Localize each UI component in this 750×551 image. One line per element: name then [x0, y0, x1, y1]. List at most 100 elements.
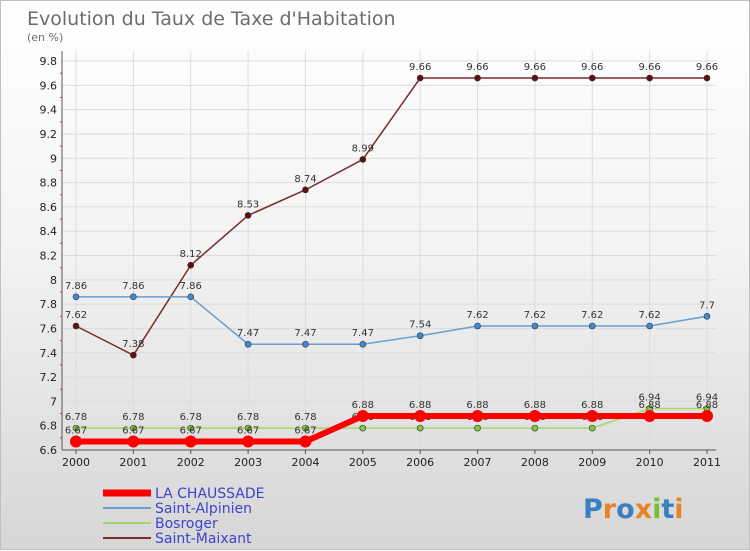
legend-item-saint-maixant: Saint-Maixant: [103, 531, 252, 547]
data-point-bosroger: [588, 424, 596, 432]
legend-item-bosroger: Bosroger: [103, 516, 218, 532]
data-label-saint-alpinien: 7.86: [65, 281, 87, 292]
data-point-saint-alpinien: [474, 322, 481, 330]
data-label-bosroger: 6.78: [294, 412, 316, 423]
chart-title: Evolution du Taux de Taxe d'Habitation: [27, 8, 396, 30]
y-tick-label: 7: [50, 395, 57, 408]
series-saint-maixant: 7.62 7.38 8.12 8.53 8.74 8.99 9.66 9.66 9.66 9.66…: [65, 62, 718, 359]
x-tick-label: 2007: [464, 456, 492, 469]
data-point-la-chaussade: [70, 435, 82, 448]
data-point-la-chaussade: [356, 409, 369, 422]
y-tick-label: 7.8: [40, 298, 58, 311]
data-label-la-chaussade: 6.67: [65, 425, 87, 436]
data-point-bosroger: [474, 424, 481, 432]
data-label-saint-maixant: 9.66: [581, 62, 603, 73]
y-tick-label: 8.4: [40, 225, 58, 238]
data-label-saint-maixant: 8.74: [294, 174, 316, 185]
data-label-saint-maixant: 9.66: [524, 62, 546, 73]
data-point-la-chaussade: [586, 409, 599, 422]
y-tick-label: 9.2: [40, 128, 58, 141]
chart-subtitle: (en %): [27, 31, 63, 44]
y-tick-label: 9.4: [40, 104, 58, 117]
data-point-saint-alpinien: [72, 293, 80, 301]
data-label-bosroger: 6.78: [180, 412, 202, 423]
data-point-saint-maixant: [703, 74, 711, 82]
data-point-saint-maixant: [588, 74, 596, 82]
legend-item-la-chaussade: LA CHAUSSADE: [103, 486, 265, 502]
data-label-la-chaussade: 6.88: [466, 400, 488, 411]
data-label-saint-alpinien: 7.86: [122, 281, 144, 292]
data-label-saint-maixant: 7.62: [65, 310, 87, 321]
data-label-saint-alpinien: 7.62: [581, 310, 603, 321]
proxiti-logo-text: Proxiti: [583, 494, 684, 525]
x-tick-label: 2004: [291, 456, 319, 469]
data-point-saint-alpinien: [130, 293, 137, 301]
data-label-bosroger: 6.94: [639, 393, 661, 404]
data-point-saint-alpinien: [531, 322, 539, 330]
legend-label-bosroger: Bosroger: [155, 516, 218, 532]
data-point-bosroger: [531, 424, 539, 432]
data-label-saint-maixant: 8.53: [237, 199, 259, 210]
y-tick-label: 7.4: [40, 347, 58, 360]
x-tick-label: 2010: [636, 456, 664, 469]
data-point-la-chaussade: [528, 409, 541, 422]
data-label-saint-maixant: 9.66: [409, 62, 431, 73]
y-tick-label: 8: [50, 274, 57, 287]
data-label-saint-alpinien: 7.47: [352, 328, 374, 339]
y-tick-label: 7.6: [40, 322, 58, 335]
data-label-saint-maixant: 7.38: [122, 339, 144, 350]
legend: LA CHAUSSADESaint-AlpinienBosrogerSaint-…: [103, 486, 265, 547]
data-point-saint-alpinien: [703, 312, 711, 320]
data-label-saint-maixant: 9.66: [466, 62, 488, 73]
x-tick-label: 2003: [234, 456, 262, 469]
data-label-la-chaussade: 6.88: [524, 400, 546, 411]
data-point-saint-maixant: [302, 186, 309, 194]
data-point-saint-maixant: [359, 156, 367, 163]
y-tick-label: 6.8: [40, 420, 58, 433]
y-tick-label: 7.2: [40, 371, 58, 384]
data-label-saint-alpinien: 7.47: [294, 328, 316, 339]
data-label-la-chaussade: 6.88: [352, 400, 374, 411]
data-label-bosroger: 6.94: [696, 393, 718, 404]
data-point-saint-maixant: [416, 74, 424, 82]
data-point-bosroger: [130, 424, 137, 432]
data-label-saint-alpinien: 7.62: [524, 310, 546, 321]
data-point-saint-maixant: [72, 322, 80, 330]
data-point-la-chaussade: [127, 435, 140, 448]
legend-item-saint-alpinien: Saint-Alpinien: [103, 501, 252, 517]
data-label-bosroger: 6.78: [65, 412, 87, 423]
series-line-saint-maixant: [75, 77, 708, 356]
data-point-saint-alpinien: [302, 340, 309, 348]
data-point-la-chaussade: [643, 409, 656, 422]
x-tick-label: 2011: [693, 456, 721, 469]
data-label-la-chaussade: 6.67: [180, 425, 202, 436]
data-point-la-chaussade: [299, 435, 312, 448]
data-label-bosroger: 6.78: [237, 412, 259, 423]
data-label-la-chaussade: 6.67: [294, 425, 316, 436]
data-point-la-chaussade: [184, 435, 197, 448]
data-label-saint-alpinien: 7.54: [409, 320, 431, 331]
x-tick-label: 2000: [62, 456, 90, 469]
x-tick-label: 2009: [578, 456, 606, 469]
data-point-saint-alpinien: [359, 340, 367, 348]
legend-label-saint-alpinien: Saint-Alpinien: [155, 501, 252, 517]
y-tick-label: 8.2: [40, 250, 58, 263]
data-point-bosroger: [244, 424, 252, 432]
data-label-saint-maixant: 9.66: [696, 62, 718, 73]
data-point-saint-alpinien: [416, 332, 424, 340]
data-point-saint-alpinien: [588, 322, 596, 330]
x-tick-label: 2005: [349, 456, 377, 469]
series-line-bosroger: [75, 407, 708, 429]
data-point-la-chaussade: [414, 409, 427, 422]
data-label-bosroger: 6.78: [122, 412, 144, 423]
data-point-saint-alpinien: [646, 322, 653, 330]
x-tick-label: 2001: [119, 456, 147, 469]
data-label-la-chaussade: 6.88: [639, 400, 661, 411]
data-point-saint-maixant: [531, 74, 539, 82]
x-tick-label: 2006: [406, 456, 434, 469]
series-la-chaussade: 6.67 6.67 6.67 6.67 6.67 6.88 6.88 6.88 6.88 6.88…: [65, 400, 718, 448]
y-tick-label: 8.6: [40, 201, 58, 214]
grid: [62, 51, 716, 451]
